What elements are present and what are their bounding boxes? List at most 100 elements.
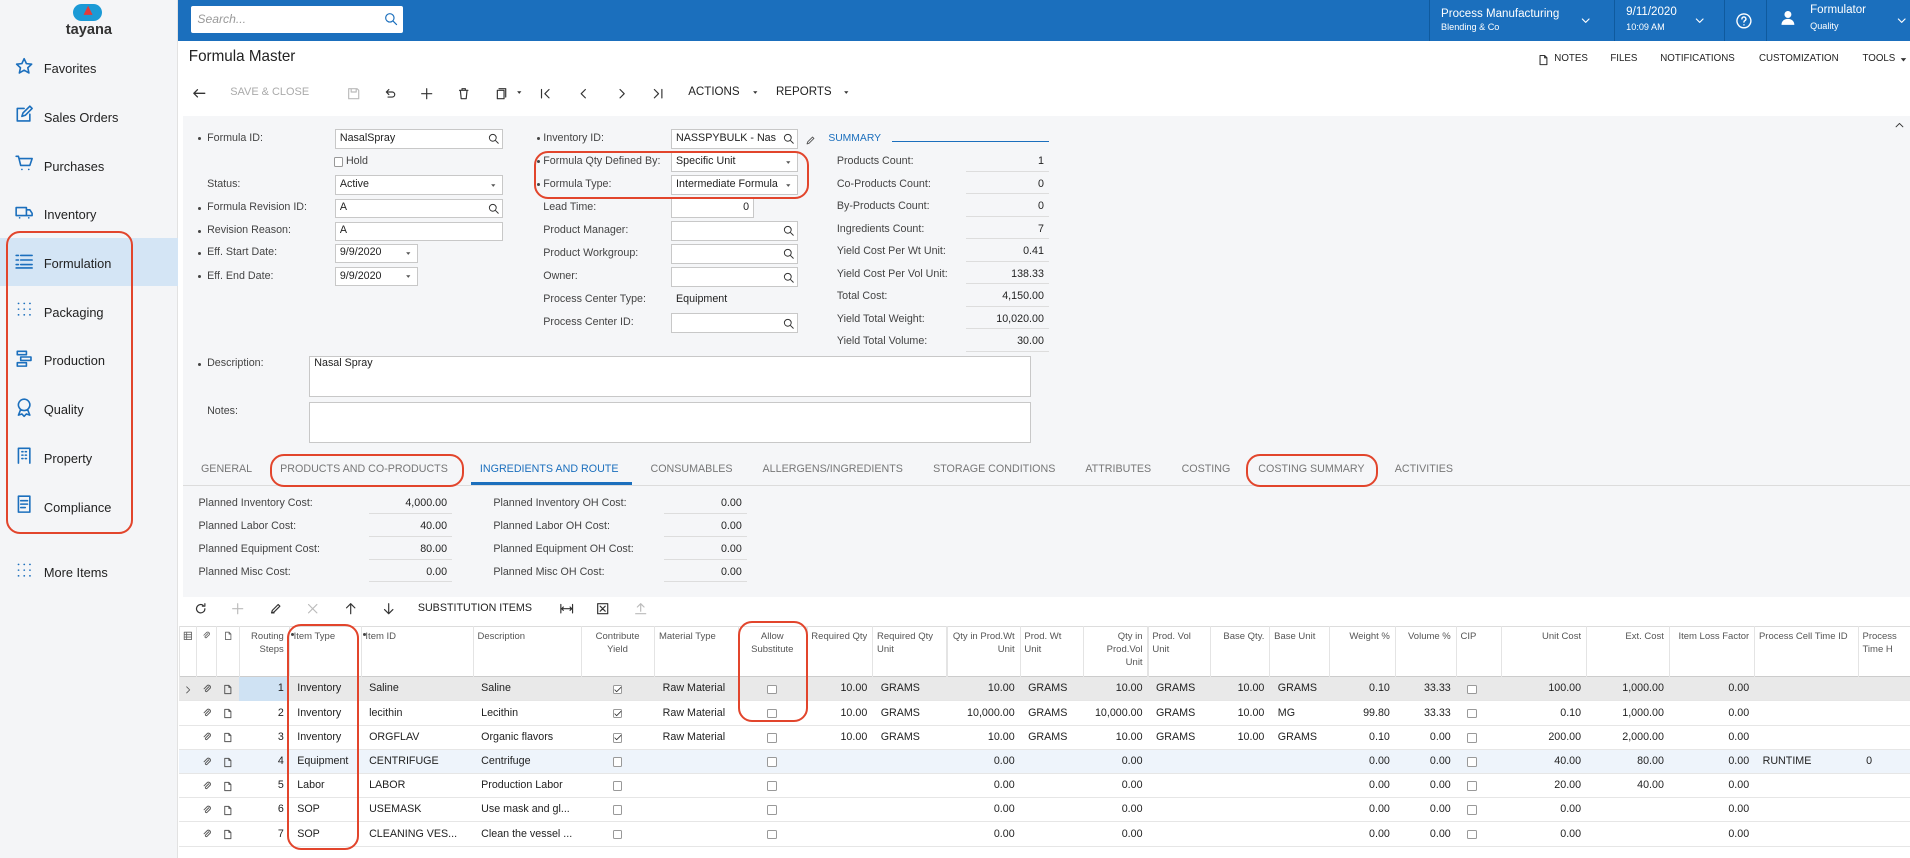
row-attachment[interactable] [202, 708, 213, 719]
toolbar-menu[interactable]: ACTIONS [688, 85, 773, 100]
tab[interactable]: INGREDIENTS AND ROUTE [480, 463, 675, 477]
grid-button[interactable] [231, 602, 244, 615]
toolbar-button[interactable] [615, 87, 628, 100]
checkbox[interactable] [767, 830, 777, 840]
checkbox[interactable] [1467, 781, 1477, 791]
dropdown-caret[interactable] [489, 181, 498, 190]
checkbox[interactable] [1467, 733, 1477, 743]
back-button[interactable] [192, 86, 207, 101]
column-header[interactable]: Process Cell Time ID [1759, 631, 1853, 675]
lookup-icon[interactable] [783, 272, 794, 283]
checkbox[interactable] [334, 157, 344, 167]
sidebar-item[interactable]: Purchases [44, 159, 172, 176]
textarea[interactable] [309, 402, 1030, 443]
column-header[interactable]: Process Time H [1862, 631, 1907, 675]
grid-button[interactable] [194, 602, 207, 615]
input[interactable] [671, 313, 798, 332]
header-link[interactable]: CUSTOMIZATION [1759, 53, 1869, 66]
column-header[interactable]: CIP [1461, 631, 1496, 675]
column-header[interactable]: Volume % [1400, 631, 1451, 675]
lookup-icon[interactable] [783, 133, 794, 144]
column-header[interactable]: Qty in Prod.Wt Unit [951, 631, 1014, 675]
checkbox[interactable] [1467, 830, 1477, 840]
tab[interactable]: ALLERGENS/INGREDIENTS [763, 463, 958, 477]
save-close[interactable]: SAVE & CLOSE [230, 85, 340, 99]
toolbar-button[interactable] [577, 87, 590, 100]
row-note[interactable] [222, 829, 233, 840]
grid-button[interactable] [306, 602, 319, 615]
column-header[interactable]: Prod. Vol Unit [1152, 631, 1204, 675]
sidebar-item[interactable]: More Items [44, 565, 172, 582]
column-header[interactable]: Contribute Yield [586, 631, 649, 675]
lookup-icon[interactable] [783, 318, 794, 329]
header-link[interactable]: NOTIFICATIONS [1660, 53, 1770, 66]
row-note[interactable] [222, 757, 233, 768]
input[interactable] [671, 267, 798, 286]
edit-icon[interactable] [805, 135, 816, 146]
grid-button[interactable] [596, 602, 609, 615]
input[interactable] [671, 244, 798, 263]
row-note[interactable] [222, 684, 233, 695]
row-note[interactable] [222, 805, 233, 816]
lookup-icon[interactable] [488, 133, 499, 144]
checkbox[interactable] [767, 757, 777, 767]
checkbox[interactable] [613, 805, 623, 815]
row-note[interactable] [222, 732, 233, 743]
lookup-icon[interactable] [488, 203, 499, 214]
row-attachment[interactable] [202, 684, 213, 695]
sidebar-item[interactable]: Sales Orders [44, 110, 172, 127]
tab[interactable]: ACTIVITIES [1395, 463, 1590, 477]
dropdown-caret[interactable] [404, 249, 413, 258]
checkbox[interactable] [767, 781, 777, 791]
grid-button[interactable] [560, 602, 573, 615]
collapse-caret[interactable] [1894, 120, 1905, 131]
grid-button[interactable] [269, 602, 282, 615]
row-attachment[interactable] [202, 732, 213, 743]
dropdown-caret[interactable] [404, 272, 413, 281]
row-attachment[interactable] [202, 829, 213, 840]
column-header[interactable]: Item ID [365, 631, 467, 675]
user-icon[interactable] [1780, 10, 1796, 26]
toolbar-button[interactable] [651, 87, 664, 100]
toolbar-button[interactable] [457, 87, 470, 100]
toolbar-button[interactable] [383, 87, 396, 100]
toolbar-button[interactable] [347, 87, 360, 100]
toolbar-button[interactable] [420, 87, 433, 100]
user-chevron[interactable] [1895, 14, 1908, 27]
toolbar-button[interactable] [539, 87, 552, 100]
column-header[interactable]: Qty in Prod.Vol Unit [1088, 631, 1143, 675]
column-header[interactable]: Item Loss Factor [1674, 631, 1750, 675]
column-header[interactable]: Required Qty [811, 631, 867, 675]
column-header[interactable]: Weight % [1334, 631, 1390, 675]
date-chevron[interactable] [1693, 14, 1706, 27]
row-attachment[interactable] [202, 781, 213, 792]
column-header[interactable]: Material Type [659, 631, 733, 675]
grid-button[interactable] [382, 602, 395, 615]
column-header[interactable]: Prod. Wt Unit [1024, 631, 1078, 675]
column-header[interactable]: Ext. Cost [1591, 631, 1664, 675]
checkbox[interactable] [767, 805, 777, 815]
column-header[interactable]: Routing Steps [244, 631, 284, 675]
company-chevron[interactable] [1579, 14, 1592, 27]
checkbox[interactable] [613, 830, 623, 840]
checkbox[interactable] [1467, 805, 1477, 815]
row-attachment[interactable] [202, 805, 213, 816]
row-note[interactable] [222, 781, 233, 792]
column-header[interactable]: Base Qty. [1214, 631, 1264, 675]
grid-button[interactable] [344, 602, 357, 615]
lookup-icon[interactable] [783, 248, 794, 259]
grid-button-label[interactable]: SUBSTITUTION ITEMS [418, 602, 552, 616]
search-icon[interactable] [384, 12, 397, 25]
checkbox[interactable] [767, 733, 777, 743]
column-header[interactable]: Required Qty Unit [877, 631, 942, 675]
sidebar-item[interactable]: Favorites [44, 61, 172, 78]
input[interactable] [671, 221, 798, 240]
sidebar-item[interactable]: Inventory [44, 207, 172, 224]
row-note[interactable] [222, 708, 233, 719]
checkbox[interactable] [613, 781, 623, 791]
column-header[interactable]: Unit Cost [1506, 631, 1582, 675]
checkbox[interactable] [1467, 685, 1477, 695]
column-header[interactable]: Description [478, 631, 577, 675]
checkbox[interactable] [1467, 757, 1477, 767]
help-icon[interactable] [1736, 13, 1752, 29]
